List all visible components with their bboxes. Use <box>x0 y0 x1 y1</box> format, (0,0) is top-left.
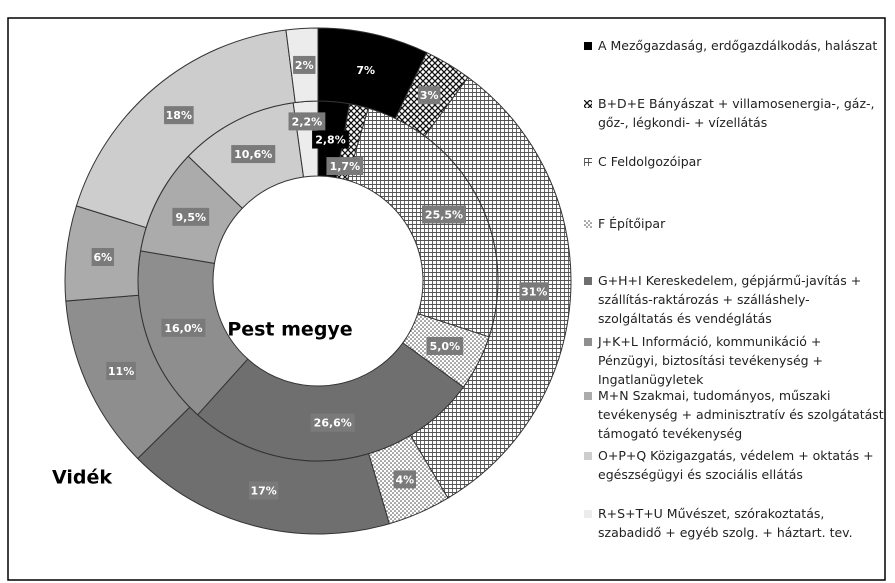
label-box <box>393 470 417 489</box>
legend-swatch <box>584 338 592 346</box>
legend-item: F Építőipar <box>584 214 884 233</box>
label-box <box>426 336 464 355</box>
data-label: 2% <box>295 59 314 72</box>
legend-label: O+P+Q Közigazgatás, védelem + oktatás + … <box>598 448 874 482</box>
data-label: 2,8% <box>315 134 346 147</box>
legend-swatch <box>584 277 592 285</box>
legend-swatch-fill <box>584 158 592 166</box>
legend-swatch-fill <box>584 392 592 400</box>
data-label: 17% <box>250 485 276 498</box>
frame <box>7 17 886 581</box>
legend-label: J+K+L Információ, kommunikáció + Pénzügy… <box>598 334 824 387</box>
label-box <box>293 55 316 74</box>
label-box <box>91 248 115 267</box>
legend-item: R+S+T+U Művészet, szórakoztatás, szabadi… <box>584 504 884 542</box>
legend-swatch-fill <box>584 42 592 50</box>
data-label: 9,5% <box>176 211 207 224</box>
label-box <box>106 361 136 380</box>
data-label: 7% <box>356 64 375 77</box>
data-label: 4% <box>395 473 414 486</box>
legend-swatch-fill <box>584 510 592 518</box>
label-box <box>248 481 279 500</box>
label-box <box>326 157 364 176</box>
data-label: 5,0% <box>430 340 461 353</box>
legend-label: R+S+T+U Művészet, szórakoztatás, szabadi… <box>598 506 853 540</box>
label-box <box>164 106 194 125</box>
legend-swatch-fill <box>584 452 592 460</box>
label-box <box>519 282 550 301</box>
data-label: 16,0% <box>164 322 202 335</box>
legend-swatch-fill <box>584 277 592 285</box>
legend-label: F Építőipar <box>598 216 666 231</box>
legend-label: M+N Szakmai, tudományos, műszaki tevéken… <box>598 388 884 441</box>
outer-series-name: Vidék <box>52 467 112 489</box>
legend-swatch <box>584 158 592 166</box>
legend-label: A Mezőgazdaság, erdőgazdálkodás, halásza… <box>598 38 878 53</box>
legend-item: B+D+E Bányászat + villamosenergia-, gáz-… <box>584 94 884 132</box>
inner-series-name: Pest megye <box>227 319 352 341</box>
legend-item: O+P+Q Közigazgatás, védelem + oktatás + … <box>584 446 884 484</box>
legend-item: J+K+L Információ, kommunikáció + Pénzügy… <box>584 332 884 389</box>
legend-swatch-fill <box>584 220 592 228</box>
data-label: 3% <box>420 89 439 102</box>
data-label: 31% <box>521 285 547 298</box>
label-box <box>422 205 467 224</box>
data-label: 10,6% <box>234 148 272 161</box>
legend-swatch <box>584 42 592 50</box>
label-box <box>418 86 441 105</box>
legend-item: A Mezőgazdaság, erdőgazdálkodás, halásza… <box>584 36 884 55</box>
label-box <box>231 145 276 164</box>
data-label: 18% <box>166 109 192 122</box>
legend-swatch <box>584 510 592 518</box>
data-label: 2,2% <box>292 115 323 128</box>
data-label: 25,5% <box>425 208 463 221</box>
label-box <box>310 413 355 432</box>
data-label: 6% <box>93 251 112 264</box>
label-box <box>354 60 377 79</box>
label-box <box>312 130 349 149</box>
legend-swatch <box>584 452 592 460</box>
legend-item: G+H+I Kereskedelem, gépjármű-javítás + s… <box>584 271 884 328</box>
legend-swatch <box>584 392 592 400</box>
legend-label: C Feldolgozóipar <box>598 154 702 169</box>
data-label: 11% <box>108 365 134 378</box>
legend-item: C Feldolgozóipar <box>584 152 884 171</box>
legend-swatch <box>584 100 592 108</box>
label-box <box>288 112 326 131</box>
legend-swatch-fill <box>584 338 592 346</box>
legend-item: M+N Szakmai, tudományos, műszaki tevéken… <box>584 386 884 443</box>
data-label: 26,6% <box>314 417 352 430</box>
legend-swatch <box>584 220 592 228</box>
legend-label: B+D+E Bányászat + villamosenergia-, gáz-… <box>598 96 875 130</box>
legend-swatch-fill <box>584 100 592 108</box>
label-box <box>172 207 210 226</box>
legend-label: G+H+I Kereskedelem, gépjármű-javítás + s… <box>598 273 862 326</box>
label-box <box>161 318 206 337</box>
data-label: 1,7% <box>330 160 361 173</box>
slice <box>409 76 572 499</box>
